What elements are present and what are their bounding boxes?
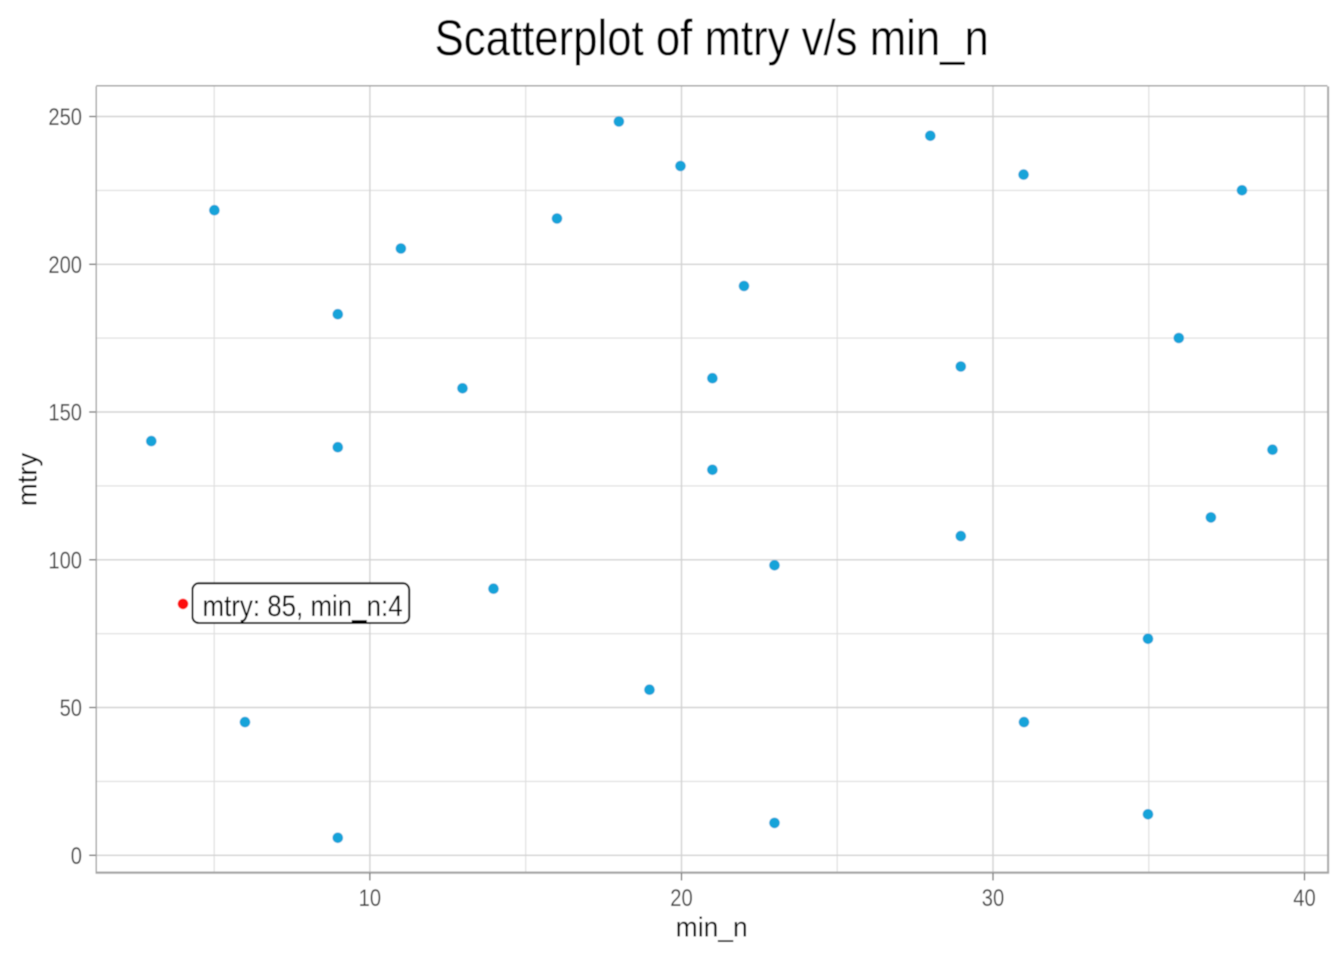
svg-text:100: 100 xyxy=(48,547,82,574)
svg-text:200: 200 xyxy=(48,251,82,278)
svg-text:40: 40 xyxy=(1293,884,1315,911)
svg-text:min_n: min_n xyxy=(676,911,748,943)
svg-text:mtry: 85, min_n:4: mtry: 85, min_n:4 xyxy=(203,589,403,622)
svg-text:50: 50 xyxy=(60,695,82,722)
svg-text:0: 0 xyxy=(71,842,82,869)
svg-text:20: 20 xyxy=(670,884,692,911)
svg-text:150: 150 xyxy=(48,399,82,426)
svg-text:250: 250 xyxy=(48,104,82,131)
svg-text:10: 10 xyxy=(359,884,381,911)
svg-text:mtry: mtry xyxy=(11,453,42,506)
svg-text:30: 30 xyxy=(982,884,1004,911)
svg-text:Scatterplot of mtry v/s min_n: Scatterplot of mtry v/s min_n xyxy=(435,9,989,65)
